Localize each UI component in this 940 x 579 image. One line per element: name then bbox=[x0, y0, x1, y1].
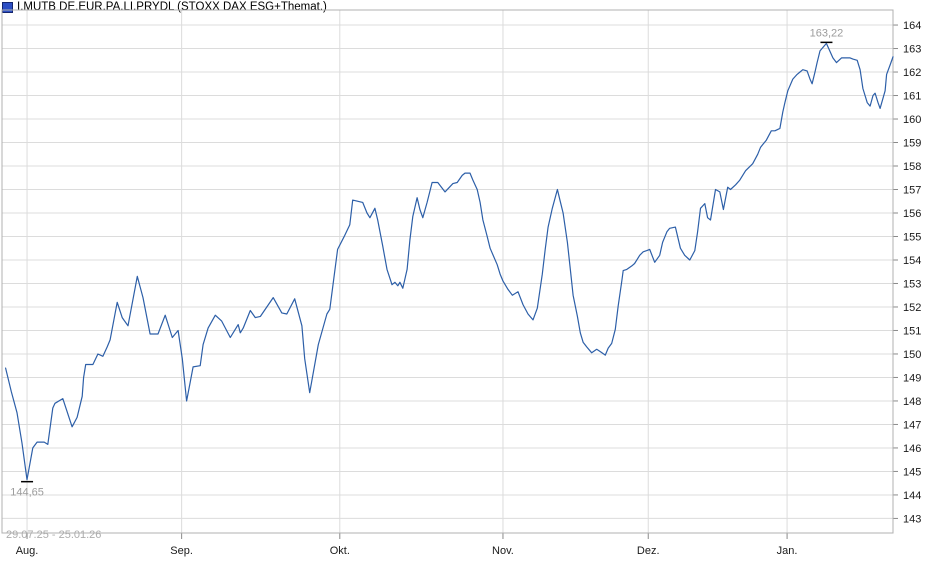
high-annotation-label: 163,22 bbox=[810, 27, 844, 39]
y-axis-label: 146 bbox=[903, 443, 921, 455]
x-axis-label: Okt. bbox=[330, 545, 350, 557]
x-axis-label: Aug. bbox=[16, 545, 39, 557]
y-axis-label: 162 bbox=[903, 67, 921, 79]
y-axis-label: 160 bbox=[903, 114, 921, 126]
x-axis-label: Sep. bbox=[170, 545, 193, 557]
y-axis-label: 147 bbox=[903, 419, 921, 431]
y-axis-label: 153 bbox=[903, 278, 921, 290]
x-axis-label: Nov. bbox=[492, 545, 514, 557]
y-axis-label: 148 bbox=[903, 396, 921, 408]
y-axis-label: 161 bbox=[903, 91, 921, 103]
y-axis-label: 150 bbox=[903, 349, 921, 361]
low-annotation-label: 144,65 bbox=[10, 487, 44, 499]
y-axis-label: 149 bbox=[903, 372, 921, 384]
y-axis-label: 145 bbox=[903, 466, 921, 478]
y-axis-label: 158 bbox=[903, 161, 921, 173]
y-axis-label: 154 bbox=[903, 255, 921, 267]
series-legend-marker-icon bbox=[2, 1, 13, 13]
price-line bbox=[4, 42, 894, 481]
y-axis-label: 157 bbox=[903, 185, 921, 197]
y-axis-label: 151 bbox=[903, 325, 921, 337]
plot-border bbox=[1, 9, 894, 534]
y-axis-label: 152 bbox=[903, 302, 921, 314]
y-axis-label: 144 bbox=[903, 490, 921, 502]
y-axis-label: 163 bbox=[903, 44, 921, 56]
y-axis-label: 143 bbox=[903, 513, 921, 525]
y-axis-label: 156 bbox=[903, 208, 921, 220]
x-axis-label: Dez. bbox=[637, 545, 660, 557]
y-axis-label: 164 bbox=[903, 20, 921, 32]
date-range-label: 29.07.25 - 25.01.26 bbox=[6, 529, 102, 541]
y-axis-label: 159 bbox=[903, 138, 921, 150]
y-axis-label: 155 bbox=[903, 231, 921, 243]
x-axis-label: Jan. bbox=[777, 545, 798, 557]
